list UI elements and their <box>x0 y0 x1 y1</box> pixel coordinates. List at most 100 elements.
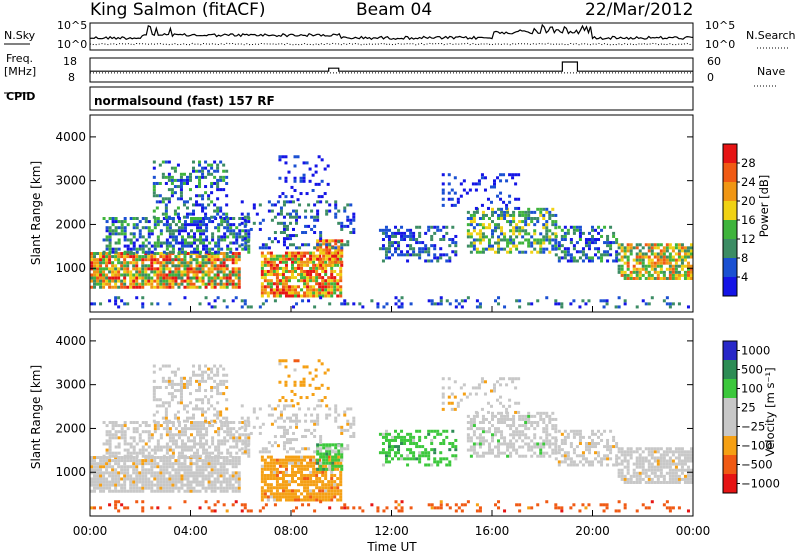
velocity-cell <box>126 427 130 431</box>
velocity-cell <box>129 451 133 455</box>
velocity-cell <box>590 442 594 446</box>
power-cell <box>204 261 208 265</box>
power-cell <box>159 255 163 259</box>
velocity-cell <box>330 495 334 499</box>
velocity-cell <box>521 417 525 421</box>
power-cell <box>551 247 555 251</box>
power-cell <box>304 243 308 247</box>
velocity-cell <box>159 448 163 452</box>
power-cell <box>159 282 163 286</box>
velocity-cell <box>316 458 320 462</box>
velocity-cell <box>484 439 488 443</box>
power-cell <box>615 256 619 260</box>
power-cell <box>641 299 645 303</box>
power-cell <box>168 226 172 230</box>
power-cell <box>272 269 276 273</box>
power-cell <box>93 285 97 289</box>
power-cell <box>497 250 501 254</box>
power-cell <box>309 279 313 283</box>
velocity-cell <box>475 436 479 440</box>
velocity-cell <box>123 433 127 437</box>
power-cell <box>339 276 343 280</box>
velocity-cell <box>99 462 103 466</box>
freq-line <box>90 61 693 72</box>
velocity-cell <box>328 449 332 453</box>
power-cell <box>545 229 549 233</box>
velocity-cell <box>409 432 413 436</box>
velocity-cell <box>291 464 294 468</box>
power-cell <box>316 254 320 258</box>
power-cell <box>217 238 221 242</box>
power-cell <box>117 273 121 277</box>
velocity-cell <box>174 471 178 475</box>
velocity-cell <box>287 489 291 493</box>
velocity-cell <box>659 480 663 484</box>
power-cell <box>287 285 291 289</box>
power-cell <box>228 255 232 259</box>
velocity-cell <box>572 451 576 455</box>
velocity-cell <box>170 398 174 402</box>
velocity-cell <box>330 470 334 474</box>
power-cell <box>281 273 285 277</box>
power-cell <box>322 239 326 243</box>
power-cell <box>186 276 190 280</box>
velocity-cell <box>186 471 190 475</box>
power-cell <box>334 260 338 264</box>
power-cell <box>284 263 288 267</box>
velocity-cell <box>120 424 124 428</box>
colorbar-tick-label: 20 <box>741 194 756 208</box>
power-cell <box>313 231 317 235</box>
power-cell <box>560 256 564 260</box>
power-cell <box>273 203 277 207</box>
velocity-cell <box>284 464 288 468</box>
velocity-cell <box>638 456 642 460</box>
velocity-cell <box>683 477 687 481</box>
velocity-cell <box>308 371 312 375</box>
power-cell <box>164 181 168 185</box>
velocity-cell <box>500 430 504 434</box>
power-cell <box>153 261 157 265</box>
power-cell <box>575 228 579 232</box>
power-cell <box>447 182 451 186</box>
power-cell <box>108 279 112 283</box>
power-cell <box>662 270 666 274</box>
power-cell <box>394 241 398 245</box>
power-cell <box>270 209 274 213</box>
power-cell <box>677 246 681 250</box>
power-cell <box>144 220 148 224</box>
velocity-cell <box>173 373 177 377</box>
power-cell <box>267 246 271 250</box>
power-cell <box>204 160 208 164</box>
velocity-cell <box>291 467 294 471</box>
power-cell <box>328 302 332 306</box>
velocity-cell <box>162 471 166 475</box>
velocity-cell <box>548 442 552 446</box>
velocity-cell <box>201 483 205 487</box>
power-cell <box>656 264 660 268</box>
velocity-cell <box>126 442 130 446</box>
power-cell <box>590 256 594 260</box>
velocity-cell <box>490 433 494 437</box>
power-cell <box>509 220 513 224</box>
power-cell <box>117 279 121 283</box>
velocity-cell <box>180 454 184 458</box>
power-cell <box>306 269 310 273</box>
power-cell <box>132 267 136 271</box>
velocity-cell <box>316 404 320 408</box>
velocity-cell <box>316 422 320 426</box>
power-cell <box>141 255 145 259</box>
velocity-cell <box>272 470 276 474</box>
power-cell <box>427 259 431 263</box>
power-cell <box>331 251 335 255</box>
velocity-cell <box>282 431 286 435</box>
power-cell <box>147 273 151 277</box>
velocity-cell <box>174 477 178 481</box>
velocity-cell <box>263 480 267 484</box>
velocity-cell <box>114 480 118 484</box>
power-cell <box>325 257 329 261</box>
power-cell <box>156 223 160 227</box>
power-cell <box>683 264 687 268</box>
power-cell <box>554 226 558 230</box>
power-cell <box>427 253 431 257</box>
power-cell <box>509 241 513 245</box>
